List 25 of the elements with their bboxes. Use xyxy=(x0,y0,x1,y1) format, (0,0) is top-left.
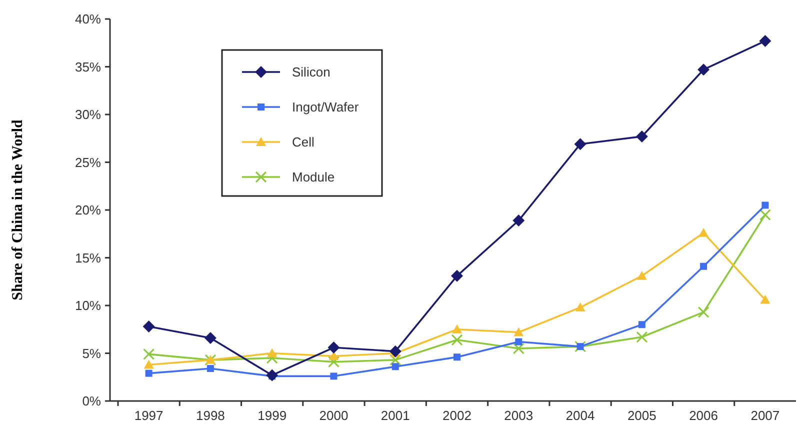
y-axis-title: Share of China in the World xyxy=(10,118,26,300)
x-tick-label: 1998 xyxy=(196,408,225,423)
y-tick-label: 30% xyxy=(74,107,102,122)
x-tick-label: 1999 xyxy=(258,408,287,423)
y-tick-label: 20% xyxy=(74,202,102,218)
x-tick-label: 2002 xyxy=(442,408,472,423)
legend-label: Cell xyxy=(292,134,315,150)
x-tick-label: 2001 xyxy=(380,408,410,423)
y-tick-label: 40% xyxy=(74,12,102,27)
legend-label: Ingot/Wafer xyxy=(292,100,360,115)
x-tick-label: 2003 xyxy=(504,408,534,423)
y-tick-label: 5% xyxy=(82,346,102,361)
y-tick-label: 25% xyxy=(74,154,102,170)
y-tick-label: 0% xyxy=(82,394,102,409)
x-tick-label: 2006 xyxy=(689,408,718,423)
x-tick-label: 2000 xyxy=(319,408,348,423)
y-tick-label: 15% xyxy=(74,250,102,266)
legend-label: Module xyxy=(292,170,335,185)
y-tick-label: 35% xyxy=(74,59,102,74)
y-tick-label: 10% xyxy=(74,298,102,314)
legend-label: Silicon xyxy=(292,64,330,80)
x-tick-label: 1997 xyxy=(134,408,164,423)
x-tick-label: 2007 xyxy=(750,408,780,423)
x-tick-label: 2005 xyxy=(627,408,656,423)
x-tick-label: 2004 xyxy=(566,408,595,423)
